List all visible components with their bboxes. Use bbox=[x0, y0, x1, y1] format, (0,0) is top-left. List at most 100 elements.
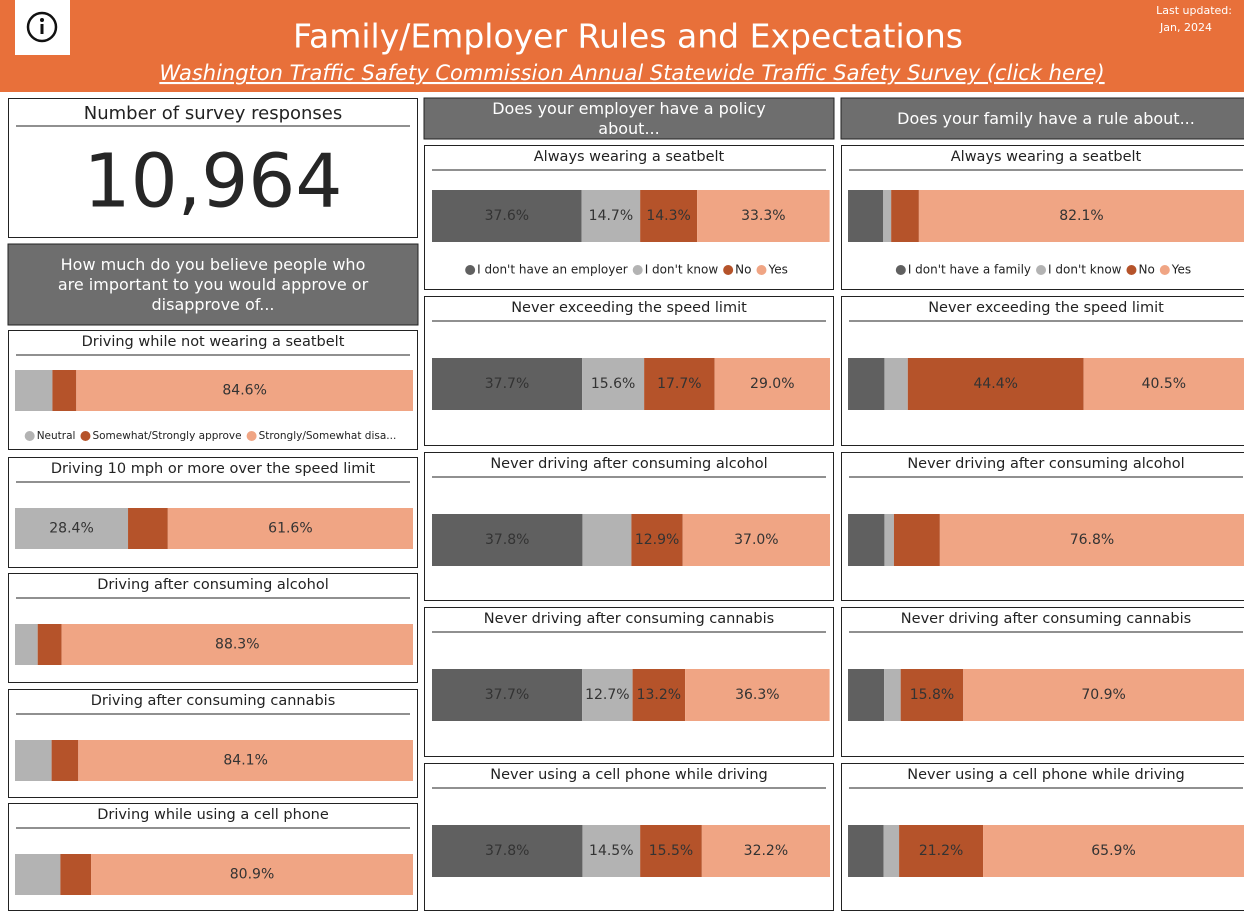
bar-segment bbox=[918, 190, 1244, 242]
legend: I don't have an employer I don't know No Ye… bbox=[465, 263, 788, 277]
bar-segment bbox=[907, 358, 1084, 410]
legend-label: No bbox=[735, 263, 751, 277]
legend-swatch bbox=[1126, 265, 1137, 275]
bar-segment bbox=[883, 190, 892, 242]
column-header-title: Does your employer have a policy about..… bbox=[492, 98, 766, 138]
bar-label: 14.7% bbox=[589, 208, 633, 224]
bar-label: 12.7% bbox=[585, 687, 629, 703]
legend-swatch bbox=[1159, 265, 1170, 275]
bar-segment bbox=[581, 190, 641, 242]
bar-segment bbox=[848, 825, 884, 877]
bar-segment bbox=[682, 514, 830, 566]
panel-title: Never driving after consuming cannabis bbox=[901, 611, 1191, 627]
survey-link[interactable]: Washington Traffic Safety Commission Ann… bbox=[159, 61, 1104, 85]
bar-segment bbox=[51, 740, 79, 781]
info-dot bbox=[40, 18, 44, 22]
info-icon[interactable] bbox=[26, 11, 58, 43]
panel-title: Never driving after consuming alcohol bbox=[490, 456, 767, 472]
bar-label: 36.3% bbox=[735, 687, 779, 703]
bar-segment bbox=[432, 669, 583, 721]
column-header-title: Does your family have a rule about... bbox=[897, 108, 1195, 128]
bar-label: 37.7% bbox=[485, 376, 529, 392]
legend-swatch bbox=[80, 431, 91, 441]
bar-label: 37.6% bbox=[485, 208, 529, 224]
panel-title: Driving 10 mph or more over the speed li… bbox=[51, 461, 376, 477]
bar-label: 80.9% bbox=[230, 867, 274, 883]
panel-title: Never driving after consuming cannabis bbox=[484, 611, 774, 627]
bar-segment bbox=[891, 190, 919, 242]
bar-segment bbox=[848, 358, 885, 410]
bar-segment bbox=[582, 514, 632, 566]
panel-title: Driving while using a cell phone bbox=[97, 807, 329, 823]
bar-label: 15.6% bbox=[591, 376, 635, 392]
bar-segment bbox=[884, 669, 901, 721]
legend-label: Strongly/Somewhat disa... bbox=[259, 430, 397, 442]
kpi-label: Number of survey responses bbox=[84, 103, 343, 124]
bar-segment bbox=[91, 854, 413, 895]
legend-label: I don't have an employer bbox=[477, 263, 628, 277]
bar-segment bbox=[432, 358, 583, 410]
bar-label: 37.0% bbox=[734, 532, 778, 548]
updated-date: Jan, 2024 bbox=[1159, 21, 1212, 34]
bar-segment bbox=[685, 669, 830, 721]
bar-segment bbox=[582, 825, 641, 877]
bar-segment bbox=[15, 854, 61, 895]
bar-label: 61.6% bbox=[268, 521, 312, 537]
bar-label: 14.5% bbox=[589, 843, 633, 859]
legend-label: No bbox=[1138, 263, 1154, 277]
bar-segment bbox=[432, 514, 583, 566]
bar-segment bbox=[37, 624, 62, 665]
bar-segment bbox=[128, 508, 168, 549]
legend: I don't have a family I don't know No Yes bbox=[895, 263, 1191, 277]
bar-segment bbox=[714, 358, 830, 410]
column-header-title: How much do you believe people who are i… bbox=[57, 254, 369, 314]
bar-label: 21.2% bbox=[919, 843, 963, 859]
bar-segment bbox=[939, 514, 1244, 566]
bar-label: 33.3% bbox=[741, 208, 785, 224]
column-header bbox=[840, 97, 1244, 140]
bar-segment bbox=[697, 190, 830, 242]
bar-segment bbox=[848, 190, 884, 242]
updated-label: Last updated: bbox=[1156, 4, 1232, 17]
panel-title: Driving while not wearing a seatbelt bbox=[82, 334, 345, 350]
info-stem bbox=[40, 24, 44, 34]
bar-segment bbox=[848, 669, 885, 721]
column-header-box: Does your family have a rule about... bbox=[897, 108, 1195, 128]
bar-segment bbox=[899, 825, 984, 877]
bar-segment bbox=[644, 358, 715, 410]
bar-label: 84.6% bbox=[222, 383, 266, 399]
bar-label: 32.2% bbox=[744, 843, 788, 859]
bar-segment bbox=[884, 514, 894, 566]
bar-segment bbox=[640, 825, 702, 877]
bar-label: 44.4% bbox=[973, 376, 1017, 392]
legend-swatch bbox=[465, 265, 476, 275]
legend-swatch bbox=[1036, 265, 1047, 275]
bar-segment bbox=[167, 508, 413, 549]
bar-segment bbox=[61, 624, 413, 665]
bar-segment bbox=[432, 190, 582, 242]
bar-segment bbox=[52, 370, 77, 411]
page-title: Family/Employer Rules and Expectations bbox=[293, 17, 963, 56]
column-header-box: How much do you believe people who are i… bbox=[57, 254, 369, 314]
bar-segment bbox=[15, 624, 38, 665]
panel-title: Never exceeding the speed limit bbox=[928, 300, 1164, 316]
bar-label: 76.8% bbox=[1070, 532, 1114, 548]
legend-label: Yes bbox=[1171, 263, 1191, 277]
bar-segment bbox=[631, 514, 683, 566]
bar-label: 88.3% bbox=[215, 637, 259, 653]
legend-label: I don't have a family bbox=[908, 263, 1031, 277]
legend: Neutral Somewhat/Strongly approve Strongly… bbox=[24, 430, 397, 442]
bar-segment bbox=[640, 190, 698, 242]
legend-swatch bbox=[24, 431, 35, 441]
panel-title: Never using a cell phone while driving bbox=[490, 767, 768, 783]
bar-segment bbox=[15, 370, 53, 411]
panel-title: Driving after consuming cannabis bbox=[91, 693, 336, 709]
bar-segment bbox=[582, 358, 645, 410]
column-header bbox=[423, 97, 835, 140]
panel-title: Always wearing a seatbelt bbox=[534, 149, 725, 165]
bar-label: 15.5% bbox=[649, 843, 693, 859]
bar-segment bbox=[76, 370, 414, 411]
bar-segment bbox=[848, 514, 885, 566]
bar-segment bbox=[883, 825, 900, 877]
bar-label: 15.8% bbox=[910, 687, 954, 703]
